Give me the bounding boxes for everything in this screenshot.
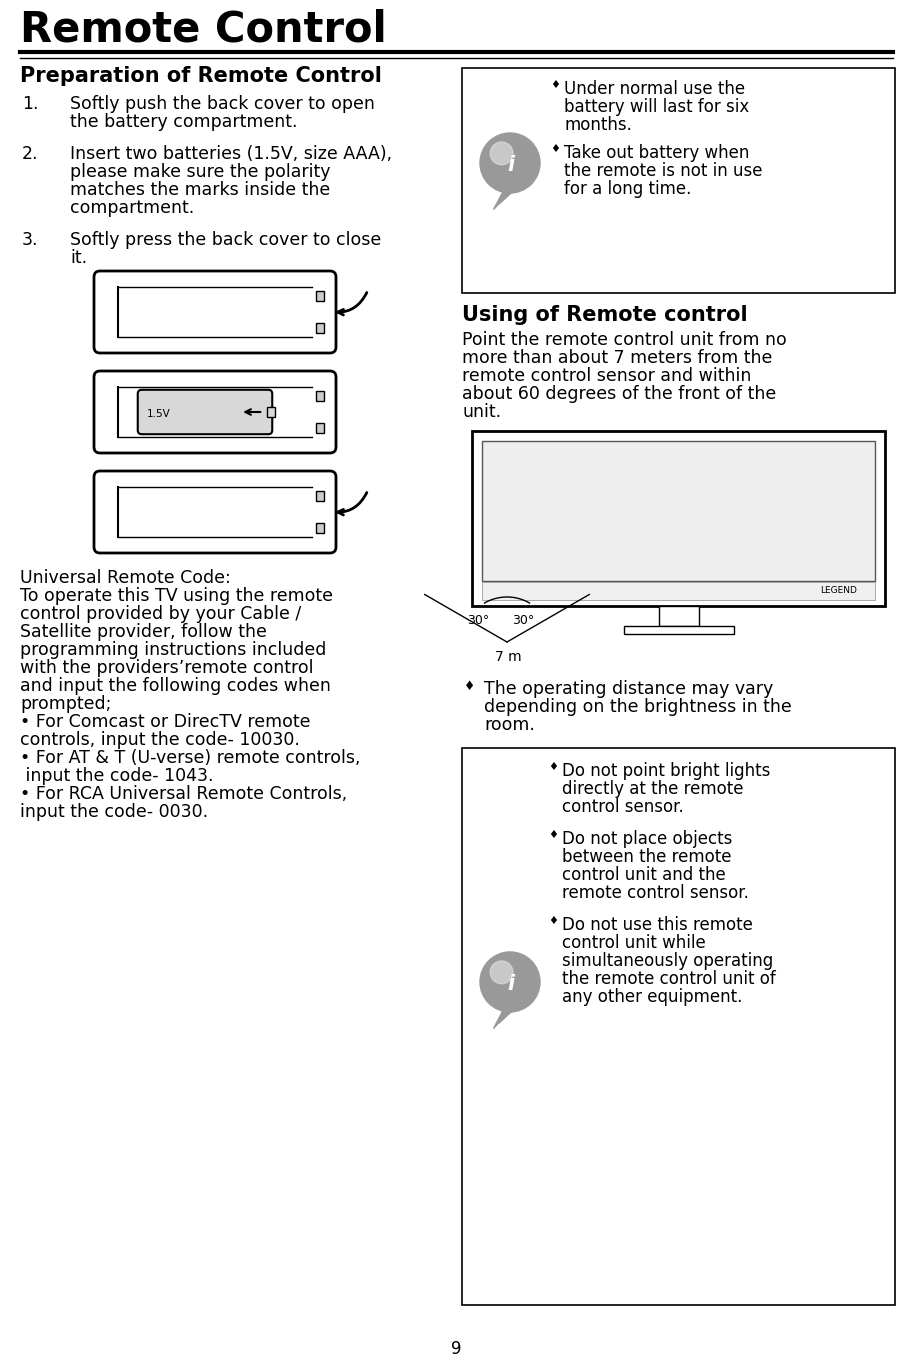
Text: and input the following codes when: and input the following codes when [20,676,331,695]
Text: 1.5V: 1.5V [147,410,171,419]
Text: 1.: 1. [22,95,38,113]
Text: To operate this TV using the remote: To operate this TV using the remote [20,587,333,606]
FancyBboxPatch shape [94,471,336,553]
Text: control provided by your Cable /: control provided by your Cable / [20,606,301,623]
Text: directly at the remote: directly at the remote [562,780,743,798]
Text: unit.: unit. [462,403,501,421]
Text: months.: months. [564,116,632,133]
Text: Do not point bright lights: Do not point bright lights [562,762,771,780]
Text: Preparation of Remote Control: Preparation of Remote Control [20,65,382,86]
Text: controls, input the code- 10030.: controls, input the code- 10030. [20,731,299,749]
FancyBboxPatch shape [94,271,336,352]
Circle shape [480,951,540,1013]
Text: control unit while: control unit while [562,934,706,951]
Bar [462,749,895,1305]
Text: remote control sensor and within: remote control sensor and within [462,367,751,385]
Text: LEGEND: LEGEND [820,587,857,595]
Text: Softly push the back cover to open: Softly push the back cover to open [70,95,375,113]
Text: room.: room. [484,716,535,734]
Bar [462,68,895,293]
Bar [482,583,875,600]
Text: The operating distance may vary: The operating distance may vary [484,680,773,698]
Bar [268,407,275,416]
FancyBboxPatch shape [94,372,336,453]
Text: Do not place objects: Do not place objects [562,830,732,848]
Text: control unit and the: control unit and the [562,866,726,885]
Text: • For RCA Universal Remote Controls,: • For RCA Universal Remote Controls, [20,785,347,803]
Text: please make sure the polarity: please make sure the polarity [70,163,331,181]
Bar [316,523,324,534]
Text: the remote is not in use: the remote is not in use [564,162,762,180]
Text: 2.: 2. [22,146,38,163]
Polygon shape [494,1006,513,1029]
Text: ♦: ♦ [548,916,558,925]
Text: Insert two batteries (1.5V, size AAA),: Insert two batteries (1.5V, size AAA), [70,146,392,163]
Text: 30°: 30° [512,614,534,627]
Text: ♦: ♦ [548,830,558,840]
Text: it.: it. [70,249,87,267]
Bar [658,606,698,626]
Text: remote control sensor.: remote control sensor. [562,885,749,902]
Text: ♦: ♦ [550,80,560,90]
Bar [316,323,324,333]
Text: 3.: 3. [22,231,38,249]
Text: control sensor.: control sensor. [562,798,684,817]
Polygon shape [494,186,513,210]
Text: prompted;: prompted; [20,695,111,713]
Text: battery will last for six: battery will last for six [564,98,750,116]
Text: Softly press the back cover to close: Softly press the back cover to close [70,231,382,249]
Text: • For AT & T (U-verse) remote controls,: • For AT & T (U-verse) remote controls, [20,749,361,768]
Text: Universal Remote Code:: Universal Remote Code: [20,569,231,587]
Text: Do not use this remote: Do not use this remote [562,916,753,934]
Text: ♦: ♦ [548,762,558,772]
Text: Using of Remote control: Using of Remote control [462,305,748,325]
Polygon shape [498,1007,515,1023]
Bar [482,441,875,581]
FancyBboxPatch shape [138,389,272,434]
Text: input the code- 0030.: input the code- 0030. [20,803,208,821]
Text: • For Comcast or DirecTV remote: • For Comcast or DirecTV remote [20,713,310,731]
Bar [472,431,885,606]
Bar [316,291,324,301]
Bar [316,423,324,433]
Text: any other equipment.: any other equipment. [562,988,742,1006]
Text: with the providers’remote control: with the providers’remote control [20,659,313,676]
Text: i: i [508,974,515,994]
Text: more than about 7 meters from the: more than about 7 meters from the [462,348,772,367]
Text: 9: 9 [451,1341,462,1358]
Text: Under normal use the: Under normal use the [564,80,745,98]
Bar [624,626,733,634]
Text: 30°: 30° [467,614,489,627]
Text: Satellite provider, follow the: Satellite provider, follow the [20,623,267,641]
Text: for a long time.: for a long time. [564,180,691,197]
Text: programming instructions included: programming instructions included [20,641,326,659]
Text: depending on the brightness in the: depending on the brightness in the [484,698,792,716]
Circle shape [480,133,540,193]
Text: ♦: ♦ [464,680,476,693]
Bar [316,391,324,401]
Circle shape [490,142,513,165]
Text: the battery compartment.: the battery compartment. [70,113,298,131]
Text: Point the remote control unit from no: Point the remote control unit from no [462,331,787,348]
Text: the remote control unit of: the remote control unit of [562,970,776,988]
Text: Take out battery when: Take out battery when [564,144,750,162]
Text: about 60 degrees of the front of the: about 60 degrees of the front of the [462,385,776,403]
Text: 7 m: 7 m [495,651,521,664]
Polygon shape [498,189,515,204]
Text: between the remote: between the remote [562,848,731,866]
Bar [316,491,324,501]
Text: input the code- 1043.: input the code- 1043. [20,768,214,785]
Text: i: i [508,155,515,176]
Text: simultaneously operating: simultaneously operating [562,951,773,970]
Text: matches the marks inside the: matches the marks inside the [70,181,331,199]
Circle shape [490,961,513,984]
Text: compartment.: compartment. [70,199,194,216]
Text: Remote Control: Remote Control [20,8,387,50]
Text: ♦: ♦ [550,144,560,154]
